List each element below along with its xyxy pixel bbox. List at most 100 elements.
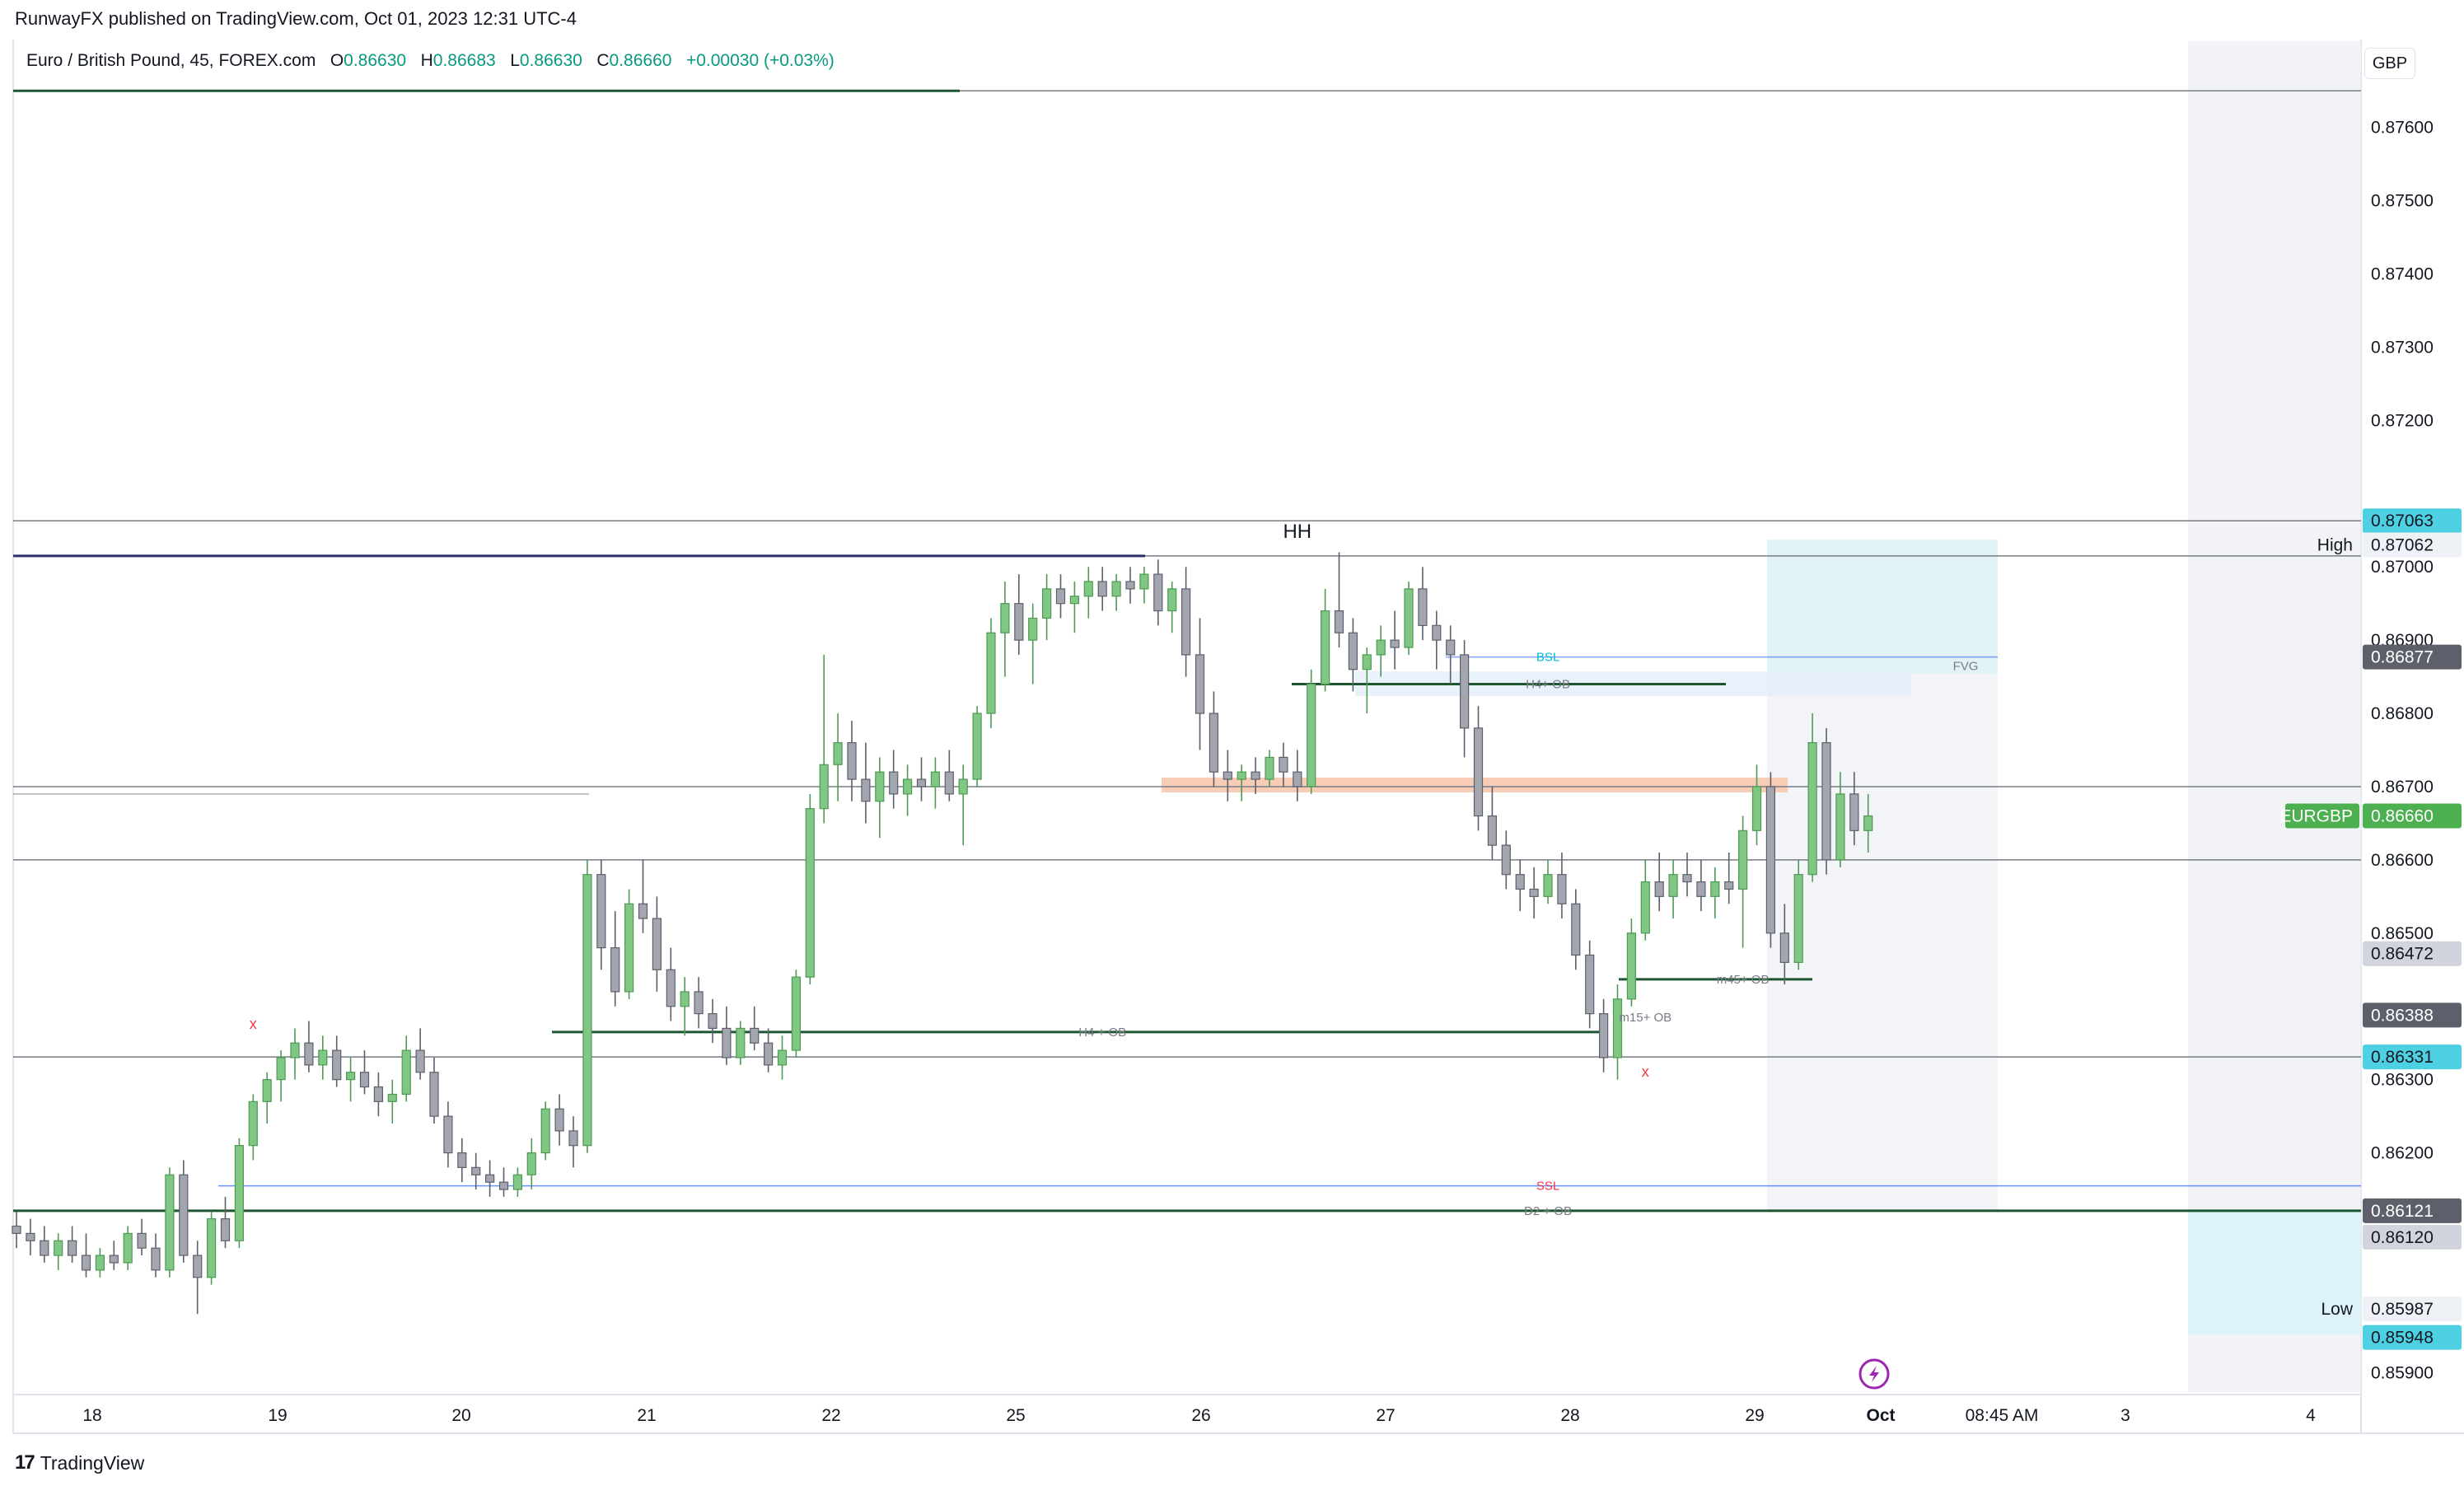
candle-body-64: [902, 778, 913, 795]
price-badge-10: [2363, 1325, 2462, 1350]
price-tick-11: 0.86300: [2371, 1071, 2434, 1090]
publish-info: RunwayFX published on TradingView.com, O…: [15, 8, 577, 29]
candle-body-84: [1181, 588, 1191, 656]
ohlc-legend: Euro / British Pound, 45, FOREX.com O0.8…: [26, 51, 835, 71]
price-tick-10: 0.86500: [2371, 924, 2434, 943]
candle-body-79: [1111, 581, 1121, 597]
candle-body-65: [916, 778, 927, 787]
candle-body-42: [596, 874, 606, 949]
price-badge-text-3: 0.86660: [2371, 807, 2434, 826]
low-label: L: [510, 51, 520, 70]
time-tick-7: 27: [1376, 1406, 1395, 1425]
candle-body-122: [1710, 881, 1720, 897]
candle-body-21: [304, 1042, 314, 1066]
time-tick-5: 25: [1006, 1406, 1025, 1425]
candle-body-51: [722, 1027, 732, 1058]
candle-body-133: [1863, 815, 1873, 831]
candle-body-3: [54, 1240, 63, 1256]
price-tick-5: 0.87000: [2371, 558, 2434, 577]
time-tick-9: 29: [1745, 1406, 1764, 1425]
candle-body-94: [1320, 610, 1330, 685]
future-range-box: [2188, 41, 2361, 1392]
candle-body-87: [1223, 771, 1232, 780]
price-badge-text-5: 0.86388: [2371, 1006, 2434, 1025]
annotation-6: m15+ OB: [1619, 1011, 1671, 1025]
candle-body-67: [944, 771, 954, 795]
candle-body-102: [1432, 624, 1442, 641]
candle-body-25: [359, 1072, 370, 1088]
price-badge-0: [2363, 508, 2462, 534]
tradingview-footer[interactable]: 17 TradingView: [15, 1451, 144, 1474]
price-badge-5: [2363, 1002, 2462, 1028]
candlestick-chart[interactable]: HH BSL H4+ OB FVG H4 + OB m45+ OB m15+ OB SSL D2…: [0, 40, 2464, 1448]
price-badge-text-8: 0.86120: [2371, 1228, 2434, 1247]
plot-area: [13, 40, 2361, 1395]
candle-body-110: [1543, 874, 1553, 897]
candle-body-85: [1195, 654, 1205, 714]
candle-body-12: [179, 1174, 189, 1256]
candle-body-33: [471, 1166, 481, 1175]
tradingview-logo-icon: 17: [15, 1451, 35, 1474]
candle-body-109: [1529, 888, 1539, 897]
candle-body-16: [234, 1145, 244, 1241]
candle-body-22: [318, 1049, 328, 1066]
price-badge-1: [2363, 532, 2462, 558]
candle-body-40: [568, 1130, 578, 1147]
candle-body-70: [986, 632, 996, 714]
close-label: C: [596, 51, 610, 70]
candle-body-111: [1557, 874, 1567, 904]
candle-body-98: [1376, 639, 1386, 656]
candle-body-82: [1153, 573, 1163, 612]
price-badge-text-7: 0.86121: [2371, 1202, 2434, 1221]
candle-body-86: [1209, 713, 1219, 773]
currency-button[interactable]: GBP: [2364, 48, 2415, 79]
candle-body-54: [763, 1042, 774, 1066]
candle-body-56: [791, 976, 802, 1051]
candle-body-41: [582, 874, 592, 1147]
candle-body-113: [1585, 954, 1595, 1015]
price-badge-8: [2363, 1224, 2462, 1250]
candle-body-90: [1265, 756, 1274, 780]
candle-body-24: [346, 1072, 356, 1081]
annotation-10: x: [1642, 1063, 1649, 1080]
high-value: 0.86683: [432, 51, 496, 70]
candle-body-127: [1779, 932, 1789, 963]
candle-body-81: [1139, 573, 1149, 590]
candle-body-129: [1807, 742, 1817, 876]
candle-body-131: [1835, 793, 1845, 861]
candle-body-27: [387, 1093, 397, 1102]
price-tick-4: 0.87200: [2371, 411, 2434, 430]
candle-body-97: [1362, 654, 1372, 671]
candle-body-15: [220, 1217, 231, 1241]
candle-body-57: [805, 808, 815, 978]
candle-body-19: [276, 1057, 286, 1081]
price-axis-ticks: 0.87600 0.87500 0.87400 0.87300 0.87200 0.870…: [2371, 119, 2434, 1383]
time-tick-13: 4: [2306, 1406, 2316, 1425]
candle-body-125: [1751, 786, 1762, 831]
price-badge-4: [2363, 941, 2462, 966]
candle-body-100: [1404, 588, 1414, 648]
lightning-icon[interactable]: [1859, 1358, 1890, 1390]
time-tick-11: 08:45 AM: [1966, 1406, 2039, 1425]
candle-body-117: [1640, 881, 1650, 934]
candle-body-78: [1097, 581, 1107, 597]
price-tick-1: 0.87500: [2371, 192, 2434, 211]
symbol-name[interactable]: Euro / British Pound, 45, FOREX.com: [26, 51, 316, 70]
candle-body-91: [1279, 756, 1288, 773]
price-badge-text-6: 0.86331: [2371, 1048, 2434, 1067]
price-tick-3: 0.87300: [2371, 338, 2434, 357]
candle-body-74: [1041, 588, 1052, 619]
price-badge-text-9: 0.85987: [2371, 1300, 2434, 1319]
price-badge-text-4: 0.86472: [2371, 945, 2434, 964]
candle-body-11: [165, 1174, 175, 1271]
candle-body-31: [443, 1115, 453, 1154]
candle-body-13: [193, 1255, 203, 1278]
badge-label-3: EURGBP: [2279, 807, 2353, 826]
candle-body-8: [123, 1232, 133, 1264]
high-label: H: [420, 51, 433, 70]
candle-body-104: [1459, 654, 1470, 729]
candle-body-48: [680, 991, 690, 1007]
price-badge-text-10: 0.85948: [2371, 1329, 2434, 1348]
time-tick-8: 28: [1560, 1406, 1579, 1425]
price-badge-6: [2363, 1044, 2462, 1070]
